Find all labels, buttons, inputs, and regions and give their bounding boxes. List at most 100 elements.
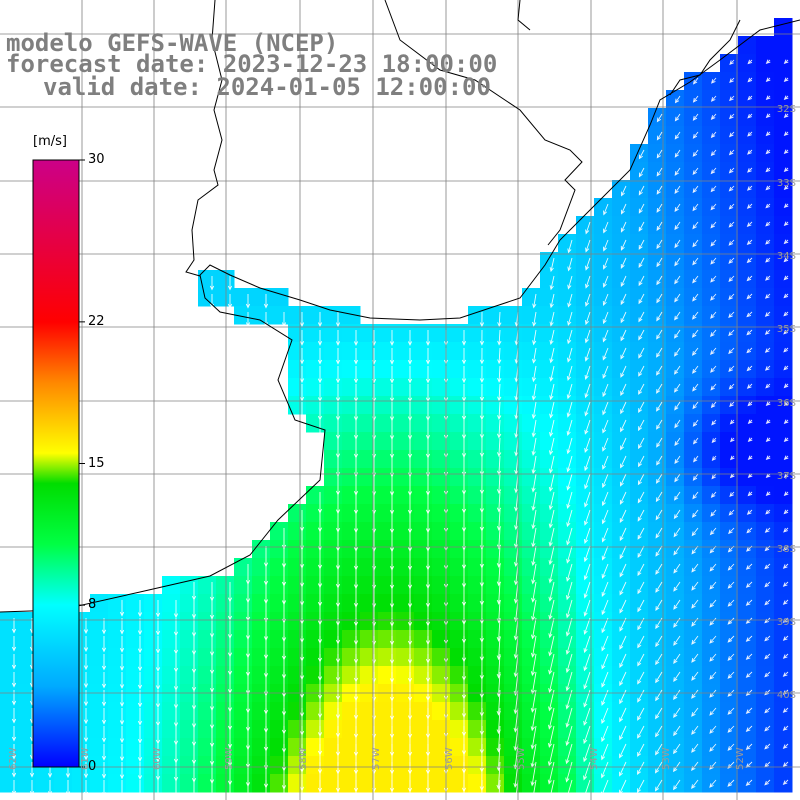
wind-cell [324,612,343,631]
longitude-label: 57W [371,747,382,770]
wind-arrow [674,221,681,231]
wind-cell [774,432,793,451]
wind-arrow [656,401,663,412]
wind-cell [450,720,469,739]
wind-cell [612,414,631,433]
wind-cell [594,648,613,667]
wind-cell [774,144,793,163]
wind-cell [540,576,559,595]
wind-cell [378,612,397,631]
wind-arrow [407,366,413,384]
wind-cell [702,180,721,199]
wind-cell [540,666,559,685]
wind-arrow [299,330,305,346]
wind-cell [396,558,415,577]
wind-arrow [692,311,699,320]
wind-cell [306,396,325,415]
wind-cell [684,396,703,415]
wind-arrow [674,455,681,465]
wind-arrow [638,455,645,468]
wind-cell [774,36,793,55]
wind-cell [648,414,667,433]
wind-cell [594,378,613,397]
longitude-label: 60W [152,747,163,770]
wind-cell [450,648,469,667]
wind-cell [306,630,325,649]
wind-arrow [673,599,681,610]
wind-cell [702,198,721,217]
wind-cell [288,558,307,577]
wind-arrow [601,653,609,670]
wind-cell [486,342,505,361]
wind-cell [648,234,667,253]
wind-cell [576,414,595,433]
wind-arrow [674,437,681,447]
wind-arrow [548,689,555,712]
wind-cell [540,540,559,559]
wind-cell [450,702,469,721]
wind-cell [396,648,415,667]
wind-arrow [729,401,735,408]
wind-cell [774,450,793,469]
wind-cell [0,630,19,649]
wind-arrow [764,707,771,714]
wind-cell [0,720,19,739]
wind-cell [630,216,649,235]
wind-cell [486,720,505,739]
wind-cell [504,540,523,559]
wind-cell [270,522,289,541]
wind-arrow [783,239,789,245]
wind-cell [702,414,721,433]
wind-arrow [548,455,555,474]
wind-arrow [531,491,537,512]
wind-arrow [674,167,681,176]
wind-arrow [583,599,591,617]
wind-arrow [638,293,645,305]
wind-cell [270,648,289,667]
wind-arrow [783,95,789,101]
wind-cell [414,666,433,685]
wind-arrow [620,455,627,469]
wind-cell [558,756,577,775]
wind-cell [486,504,505,523]
wind-arrow [583,527,591,544]
wind-cell [306,342,325,361]
wind-cell [612,486,631,505]
wind-cell [576,360,595,379]
wind-arrow [620,257,627,269]
wind-cell [270,702,289,721]
wind-cell [468,576,487,595]
wind-arrow [728,329,735,337]
wind-arrow [585,239,591,253]
wind-arrow [461,348,467,365]
wind-cell [234,702,253,721]
wind-cell [630,522,649,541]
wind-arrow [747,131,753,137]
wind-arrow [710,347,717,355]
wind-arrow [638,401,645,413]
wind-arrow [601,761,609,779]
wind-cell [648,756,667,775]
wind-cell [414,738,433,757]
wind-arrow [783,113,789,119]
wind-arrow [531,455,537,475]
wind-arrow [727,617,735,625]
wind-arrow [602,275,609,288]
wind-cell [612,234,631,253]
wind-arrow [638,329,645,341]
wind-cell [378,720,397,739]
wind-cell [738,36,757,55]
wind-arrow [530,707,537,732]
wind-cell [198,738,217,757]
wind-cell [306,648,325,667]
wind-cell [90,648,109,667]
wind-arrow [637,653,645,667]
wind-cell [378,342,397,361]
wind-cell [468,702,487,721]
wind-arrow [155,780,161,799]
wind-arrow [638,383,645,395]
longitude-label: 61W [80,747,91,770]
wind-arrow [691,617,699,627]
wind-arrow [765,275,771,281]
wind-arrow [173,672,179,691]
